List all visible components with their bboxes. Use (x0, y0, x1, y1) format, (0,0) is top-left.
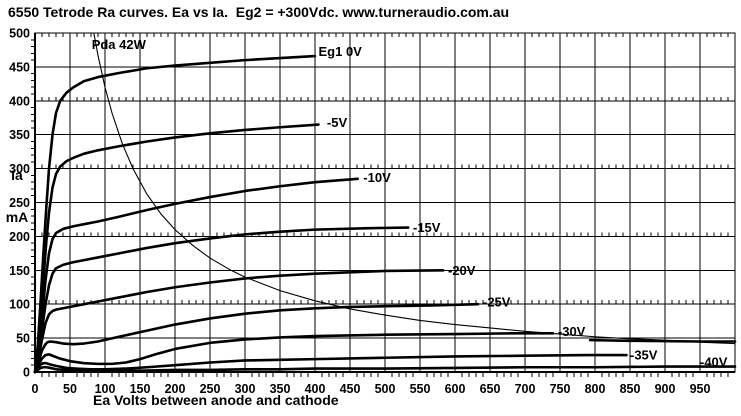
curve-minus-25v (33, 302, 480, 374)
curve-minus-5v (33, 123, 320, 374)
minor-ticks (31, 33, 729, 377)
curve-label-minus-10v: -10V (363, 170, 391, 185)
curve-label-minus-5v: -5V (327, 115, 348, 130)
curve-label-minus-40v: -40V (700, 354, 728, 369)
x-tick-label: 450 (340, 382, 361, 396)
y-tick-label: 150 (9, 264, 30, 278)
curve-label-minus-20v: -20V (448, 263, 476, 278)
x-axis-label: Ea Volts between anode and cathode (93, 392, 339, 408)
gridlines (35, 33, 735, 372)
curve-label-minus-25v: -25V (483, 295, 511, 310)
y-tick-label: 0 (23, 366, 30, 380)
x-tick-label: 900 (655, 382, 676, 396)
y-tick-label: 350 (9, 128, 30, 142)
curve-label-minus-15v: -15V (413, 220, 441, 235)
x-tick-label: 650 (480, 382, 501, 396)
curve-label-eg1-0v: Eg1 0V (319, 44, 363, 59)
y-tick-label: 250 (9, 196, 30, 210)
curve-minus-15v (33, 226, 410, 374)
y-tick-label: 200 (9, 230, 30, 244)
y-tick-label: 450 (9, 60, 30, 74)
x-tick-label: 750 (550, 382, 571, 396)
x-tick-label: 600 (445, 382, 466, 396)
y-tick-label: 300 (9, 162, 30, 176)
curve-pda-42w (93, 32, 736, 345)
x-tick-label: 950 (690, 382, 711, 396)
x-tick-label: 0 (32, 382, 39, 396)
curve-label-minus-30v: -30V (558, 324, 586, 339)
x-tick-label: 850 (620, 382, 641, 396)
chart-title: 6550 Tetrode Ra curves. Ea vs Ia. Eg2 = … (8, 4, 510, 20)
y-tick-label: 100 (9, 298, 30, 312)
curve-label-minus-35v: -35V (630, 348, 658, 363)
x-tick-label: 200 (165, 382, 186, 396)
x-tick-label: 150 (130, 382, 151, 396)
x-tick-label: 500 (375, 382, 396, 396)
x-tick-label: 250 (200, 382, 221, 396)
curve-eg1-0v (33, 54, 317, 374)
x-tick-label: 550 (410, 382, 431, 396)
x-tick-label: 100 (95, 382, 116, 396)
curve-minus-30v-extension (588, 338, 737, 343)
y-axis-unit-ia: Ia (11, 167, 23, 183)
x-tick-label: 50 (63, 382, 77, 396)
curve-minus-40v (33, 365, 737, 374)
curve-minus-10v (33, 177, 360, 374)
curve-minus-35v (33, 353, 628, 374)
curve-label-pda-42w: Pda 42W (92, 37, 147, 52)
y-axis-unit-ma: mA (5, 209, 29, 225)
curve-minus-20v (33, 268, 445, 374)
y-tick-label: 400 (9, 94, 30, 108)
y-tick-label: 50 (16, 332, 30, 346)
x-tick-label: 300 (235, 382, 256, 396)
x-tick-label: 400 (305, 382, 326, 396)
x-tick-label: 800 (585, 382, 606, 396)
curve-minus-30v (33, 332, 555, 374)
x-tick-label: 700 (515, 382, 536, 396)
x-tick-label: 350 (270, 382, 291, 396)
y-tick-label: 500 (9, 27, 30, 41)
